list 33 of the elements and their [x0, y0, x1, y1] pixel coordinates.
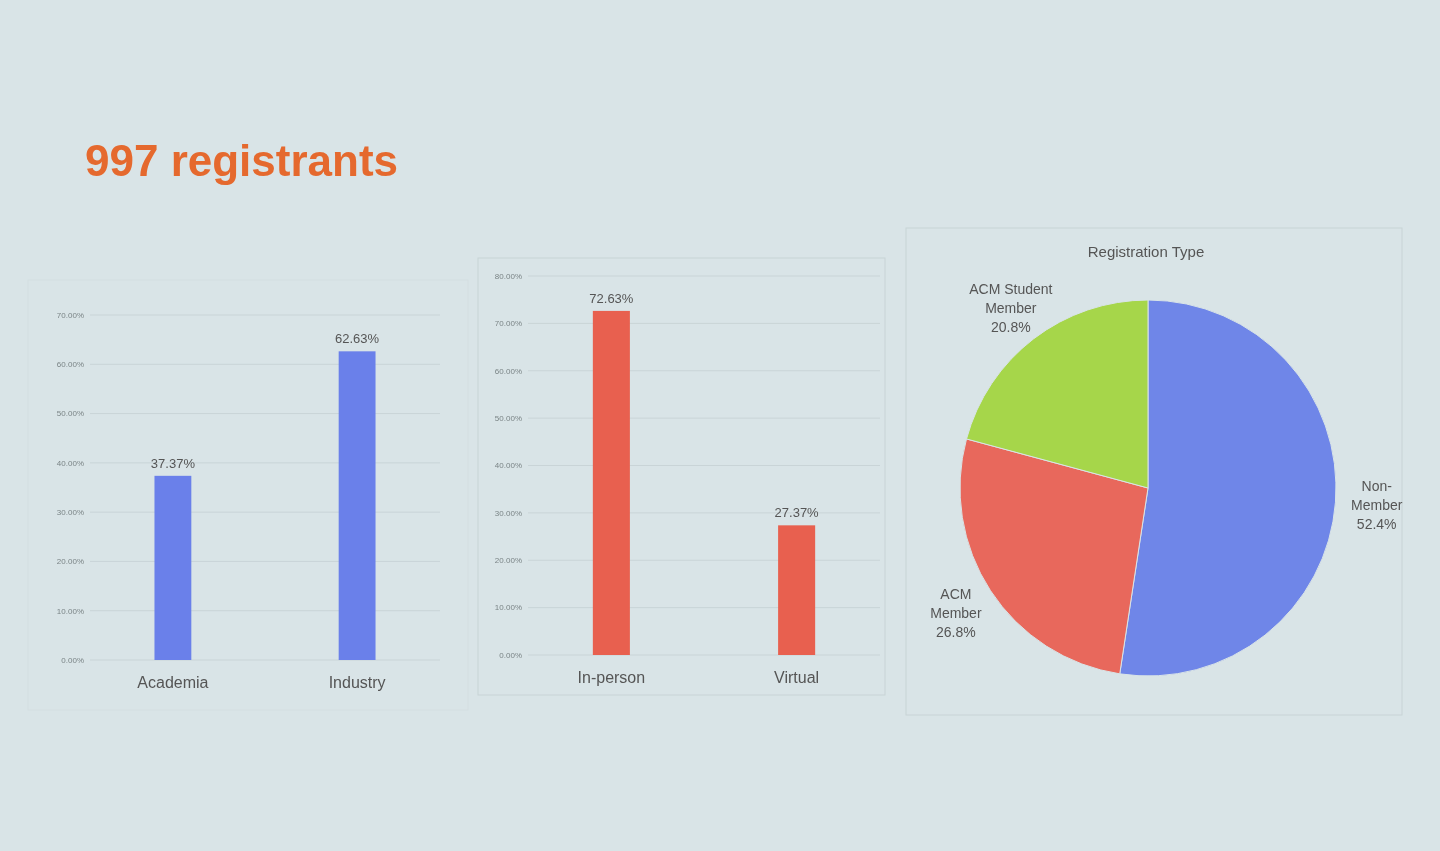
x-tick-label: Virtual	[774, 669, 820, 686]
y-tick-label: 70.00%	[56, 310, 84, 320]
y-tick-label: 50.00%	[494, 413, 522, 423]
data-label: 37.37%	[150, 455, 196, 471]
y-tick-label: 30.00%	[56, 507, 84, 517]
y-tick-label: 80.00%	[494, 271, 522, 281]
data-label: 20.8%	[991, 319, 1031, 336]
chart-title: Registration Type	[1087, 243, 1205, 260]
y-tick-label: 20.00%	[494, 556, 522, 566]
y-tick-label: 40.00%	[494, 461, 522, 471]
x-tick-label: Academia	[137, 674, 209, 691]
y-tick-label: 20.00%	[56, 557, 84, 567]
y-tick-label: 50.00%	[56, 409, 84, 419]
chart-title: 997 registrants	[85, 136, 399, 185]
y-tick-label: 0.00%	[499, 650, 522, 660]
y-tick-label: 70.00%	[494, 319, 522, 329]
slice-label: Non-Member	[1351, 477, 1403, 513]
data-label: 27.37%	[774, 505, 820, 521]
y-tick-label: 0.00%	[61, 655, 84, 665]
y-tick-label: 60.00%	[56, 360, 84, 370]
slice-label: ACM Student Member	[969, 281, 1053, 317]
data-label: 26.8%	[936, 623, 976, 640]
data-label: 62.63%	[335, 331, 380, 347]
x-tick-label: In-person	[577, 669, 646, 686]
y-tick-label: 60.00%	[494, 366, 522, 376]
y-tick-label: 10.00%	[494, 603, 522, 613]
x-tick-label: Industry	[328, 674, 386, 691]
y-tick-label: 10.00%	[56, 606, 84, 616]
data-label: 52.4%	[1356, 515, 1397, 532]
y-tick-label: 30.00%	[494, 508, 522, 518]
data-label: 72.63%	[589, 290, 634, 306]
y-tick-label: 40.00%	[56, 458, 84, 468]
slice-label: ACM Member	[930, 585, 982, 621]
